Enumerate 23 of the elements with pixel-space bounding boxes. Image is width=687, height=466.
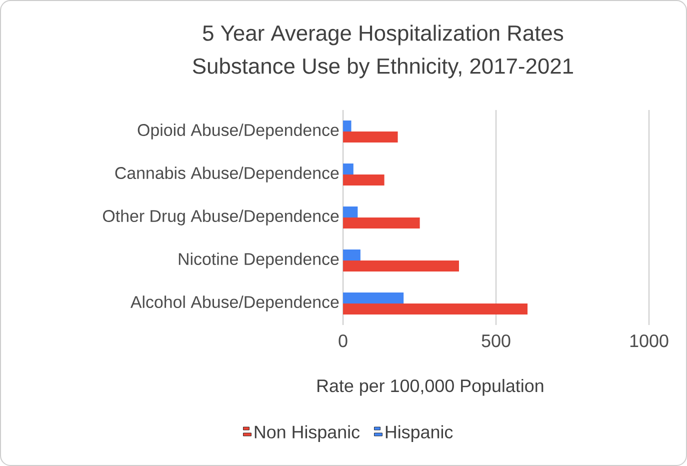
bar bbox=[343, 131, 398, 142]
chart-subtitle: Substance Use by Ethnicity, 2017-2021 bbox=[192, 58, 573, 78]
legend-label: Non Hispanic bbox=[254, 425, 360, 442]
bar bbox=[343, 249, 360, 260]
x-tick-label: 500 bbox=[482, 334, 510, 348]
y-tick-label: Nicotine Dependence bbox=[178, 252, 339, 268]
x-tick-label: 1000 bbox=[630, 334, 668, 348]
x-tick-label: 0 bbox=[338, 334, 348, 348]
bar bbox=[343, 303, 528, 314]
bar bbox=[343, 260, 459, 272]
y-tick-label: Opioid Abuse/Dependence bbox=[138, 124, 339, 140]
bar bbox=[343, 174, 384, 186]
y-tick-label: Alcohol Abuse/Dependence bbox=[130, 296, 339, 312]
bar bbox=[343, 217, 420, 228]
legend-label: Hispanic bbox=[386, 425, 453, 442]
bar bbox=[343, 292, 404, 304]
chart-title: 5 Year Average Hospitalization Rates bbox=[202, 24, 564, 46]
bar bbox=[343, 206, 358, 218]
bar bbox=[343, 120, 352, 132]
y-tick-label: Cannabis Abuse/Dependence bbox=[115, 166, 339, 182]
bar bbox=[343, 163, 354, 174]
x-axis-title: Rate per 100,000 Population bbox=[318, 378, 544, 396]
y-tick-label: Other Drug Abuse/Dependence bbox=[103, 210, 339, 226]
